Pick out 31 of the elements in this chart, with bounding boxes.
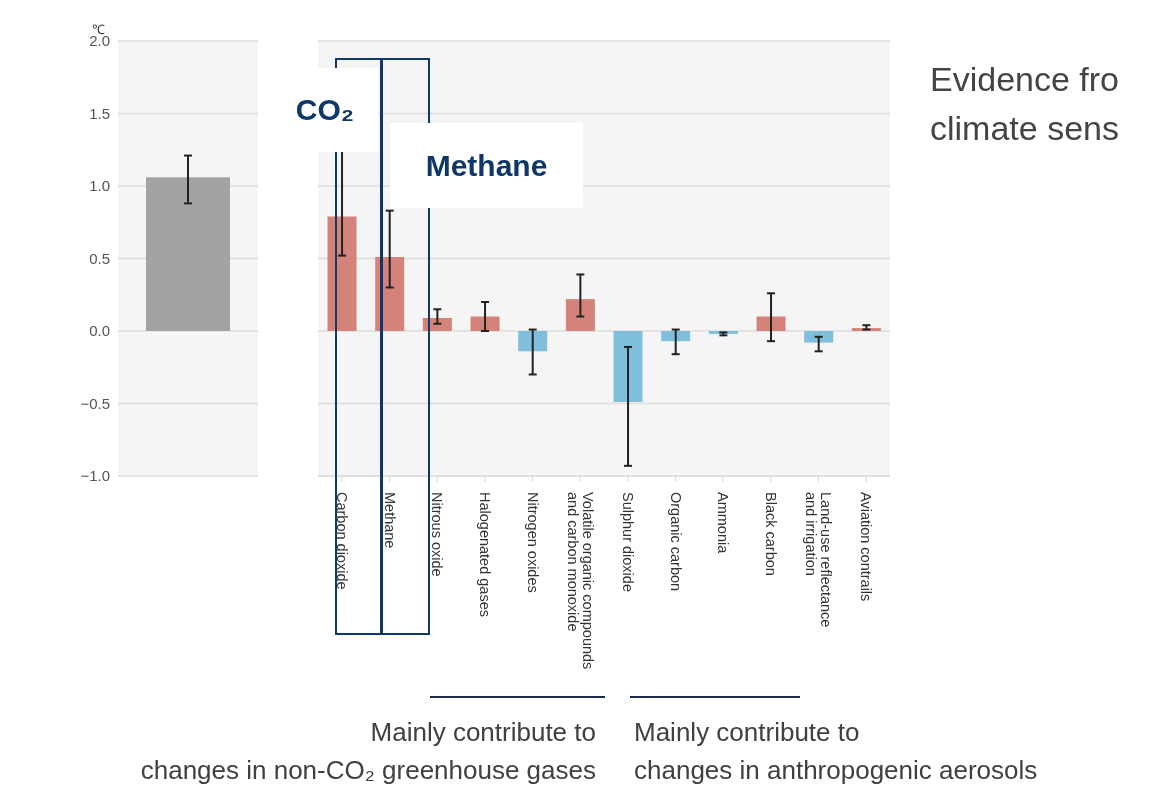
y-tick-label: −1.0 [80,467,110,485]
y-tick-label: 1.0 [89,177,110,195]
text: Mainly contribute to changes in anthropogenic aerosols [634,716,1038,787]
bar [613,331,643,403]
bar [518,331,548,352]
x-tick-label: Black carbon [762,492,779,576]
y-axis-title: ℃ [92,21,105,37]
x-tick-label: Land-use reflectance and irrigation [803,492,834,628]
text: Evidence fro climate sens [930,58,1119,149]
x-tick-label: Volatile organic compounds and carbon monoxide [564,492,596,670]
x-tick-label: Ammonia [715,492,732,555]
x-tick-label: Sulphur dioxide [619,492,636,592]
y-tick-label: −0.5 [80,394,110,412]
bar [327,216,357,331]
text: Mainly contribute to changes in non-CO₂ greenhouse gases [140,716,596,787]
annotation: Methane [425,147,548,184]
bar [756,316,786,331]
x-tick-label: Nitrogen oxides [524,492,541,593]
bar [804,331,834,343]
y-tick-label: 1.5 [89,104,110,122]
y-tick-label: 0.5 [89,249,110,267]
x-tick-label: Methane [381,492,398,549]
x-tick-label: Carbon dioxide [333,492,350,590]
x-tick-label: Organic carbon [667,492,684,592]
x-tick-label: Aviation contrails [858,492,875,602]
annotation: CO₂ [295,92,355,129]
x-tick-label: Halogenated gases [476,492,493,617]
x-tick-label: Nitrous oxide [429,492,446,577]
y-tick-label: 0.0 [89,322,110,340]
bar [565,299,595,331]
bar [661,331,691,342]
